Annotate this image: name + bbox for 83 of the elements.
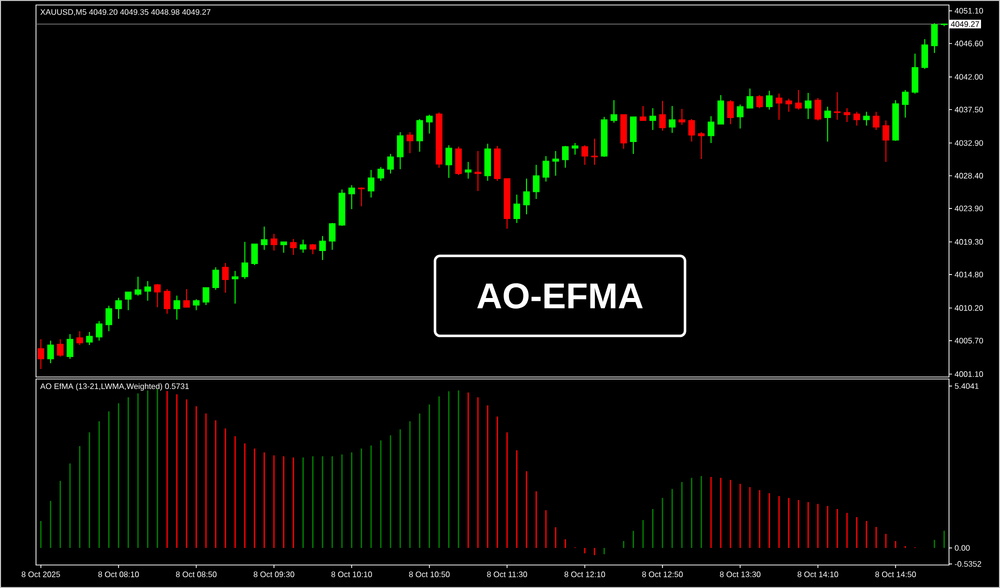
- candlestick: [474, 150, 482, 192]
- candlestick: [804, 92, 812, 120]
- candlestick: [66, 334, 74, 360]
- candlestick: [134, 276, 142, 296]
- candlestick: [115, 297, 122, 320]
- candlestick: [183, 288, 190, 308]
- candlestick: [192, 298, 200, 311]
- candlestick: [814, 97, 822, 122]
- candlestick: [406, 132, 414, 154]
- candlestick: [280, 241, 287, 254]
- candlestick: [513, 194, 520, 224]
- candlestick: [212, 266, 219, 290]
- candlestick: [396, 132, 404, 170]
- candlestick: [640, 105, 646, 122]
- candlestick: [387, 153, 394, 174]
- candlestick: [47, 340, 54, 364]
- candlestick: [610, 100, 618, 124]
- candlestick: [426, 114, 433, 134]
- candlestick: [882, 120, 890, 162]
- candlestick: [688, 118, 695, 142]
- candlestick: [464, 161, 472, 180]
- candlestick: [368, 169, 374, 198]
- candlestick: [290, 238, 297, 256]
- candlestick: [834, 92, 841, 120]
- candlestick: [532, 164, 540, 200]
- candlestick: [445, 144, 452, 178]
- candlestick: [678, 108, 686, 126]
- candlestick: [416, 118, 423, 152]
- candlestick: [76, 330, 84, 346]
- candlestick: [164, 288, 170, 314]
- candlestick: [106, 305, 112, 332]
- candlestick: [96, 320, 102, 342]
- candlestick: [222, 262, 229, 294]
- candlestick: [552, 150, 559, 176]
- candlestick: [746, 88, 754, 109]
- candlestick: [242, 241, 248, 280]
- candlestick: [717, 94, 724, 125]
- candlestick: [144, 280, 152, 302]
- candlestick: [824, 106, 831, 142]
- candlestick: [902, 89, 909, 118]
- candlestick: [328, 222, 336, 250]
- candlestick: [776, 93, 782, 120]
- candlestick: [668, 105, 676, 134]
- candlestick: [756, 94, 763, 109]
- candlestick: [708, 116, 714, 144]
- candlestick: [572, 142, 578, 156]
- candlestick: [38, 338, 44, 370]
- candlestick: [174, 295, 180, 320]
- candlestick: [300, 239, 306, 254]
- candlestick: [581, 144, 588, 166]
- candlestick: [260, 226, 268, 250]
- candlestick: [785, 98, 792, 112]
- candlestick: [795, 89, 802, 110]
- candlestick: [310, 244, 316, 255]
- candlestick: [348, 184, 355, 210]
- candlestick: [154, 283, 161, 308]
- candlestick: [844, 108, 850, 122]
- candlestick: [319, 236, 326, 261]
- candlestick: [562, 145, 569, 168]
- candlestick: [736, 104, 744, 130]
- candlestick: [931, 22, 938, 54]
- candlestick: [659, 100, 666, 132]
- candlestick: [124, 291, 132, 311]
- candlestick: [591, 138, 598, 166]
- candlestick: [202, 287, 210, 306]
- candlestick: [698, 132, 705, 160]
- candlestick: [649, 108, 656, 130]
- candlestick: [921, 38, 928, 70]
- candlestick: [523, 178, 530, 215]
- candlestick: [86, 331, 93, 346]
- candlestick: [766, 90, 773, 110]
- candlestick: [853, 111, 860, 126]
- candlestick: [863, 111, 870, 126]
- annotation: AO-EFMA: [477, 283, 643, 309]
- candlestick: [56, 338, 64, 358]
- candlestick: [358, 186, 365, 207]
- candlestick: [727, 100, 734, 125]
- candlestick: [270, 233, 278, 252]
- candlestick: [232, 270, 238, 304]
- candlestick: [872, 111, 880, 130]
- candlestick: [542, 156, 550, 182]
- candlestick: [251, 244, 258, 266]
- candlestick: [377, 166, 384, 182]
